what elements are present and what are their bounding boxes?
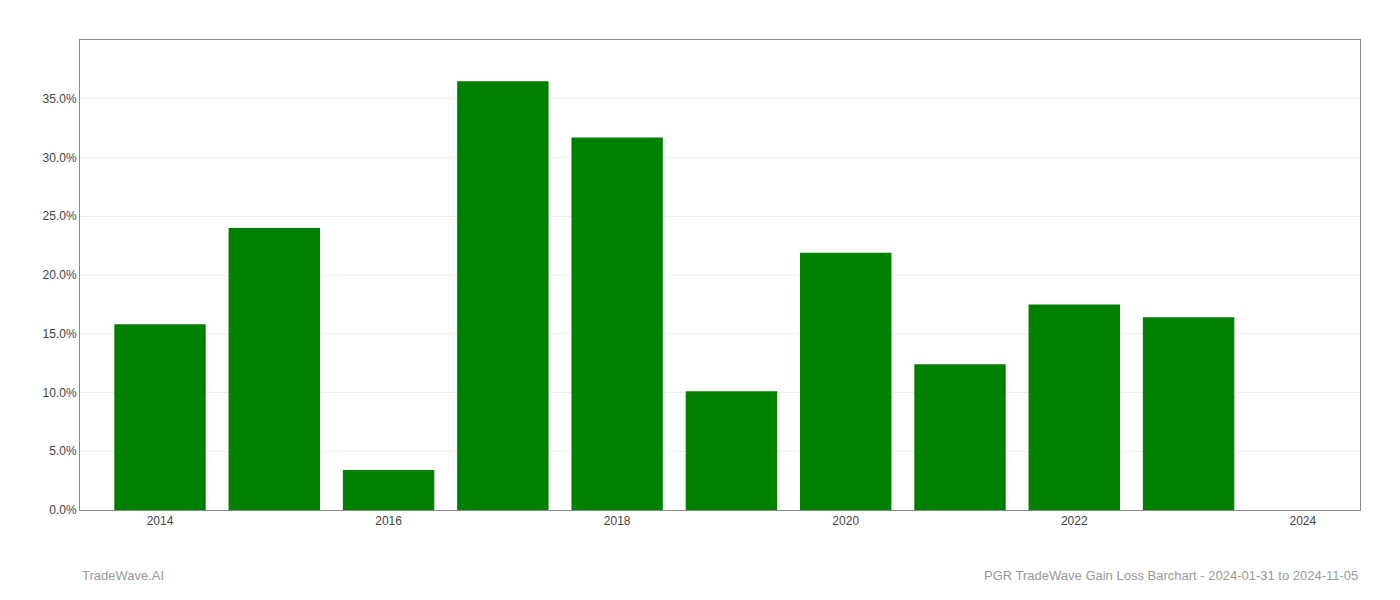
svg-text:2016: 2016 (375, 514, 402, 528)
svg-text:30.0%: 30.0% (43, 151, 77, 165)
svg-text:35.0%: 35.0% (43, 92, 77, 106)
svg-text:2024: 2024 (1290, 514, 1317, 528)
svg-text:2018: 2018 (604, 514, 631, 528)
svg-text:15.0%: 15.0% (43, 327, 77, 341)
svg-text:2020: 2020 (832, 514, 859, 528)
svg-text:10.0%: 10.0% (43, 386, 77, 400)
svg-text:5.0%: 5.0% (49, 444, 77, 458)
svg-text:TradeWave.AI: TradeWave.AI (82, 568, 164, 583)
svg-text:2022: 2022 (1061, 514, 1088, 528)
svg-text:2014: 2014 (147, 514, 174, 528)
svg-text:25.0%: 25.0% (43, 209, 77, 223)
svg-text:PGR TradeWave Gain Loss Barcha: PGR TradeWave Gain Loss Barchart - 2024-… (984, 568, 1358, 583)
svg-text:20.0%: 20.0% (43, 268, 77, 282)
svg-text:0.0%: 0.0% (49, 503, 77, 517)
